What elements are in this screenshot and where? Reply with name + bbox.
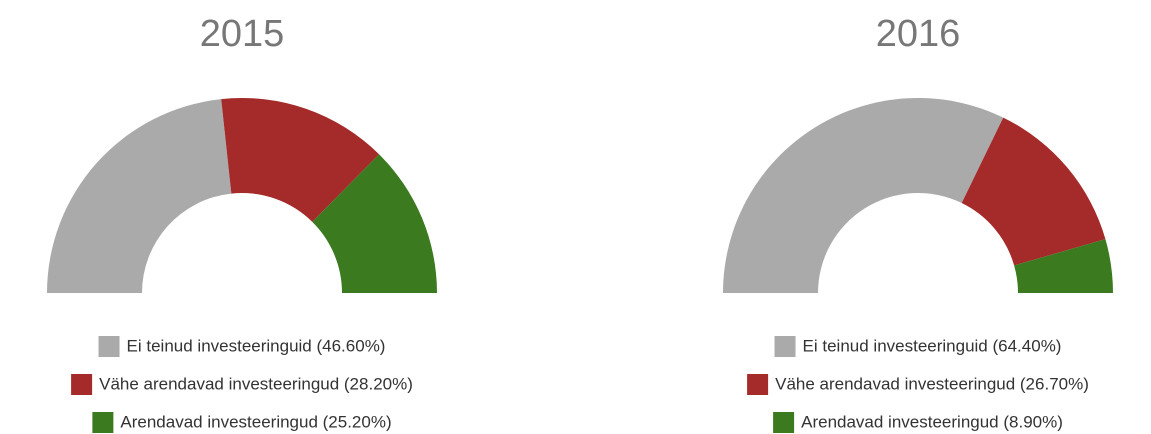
slice: [47, 99, 232, 293]
legend-swatch: [92, 412, 114, 433]
legend-swatch: [71, 374, 93, 395]
legend-label: Vähe arendavad investeeringud (28.20%): [99, 374, 413, 393]
slice: [961, 117, 1106, 266]
legend-label: Arendavad investeeringud (8.90%): [801, 412, 1063, 431]
legend-swatch: [773, 412, 795, 433]
legend-label: Ei teinud investeeringuid (46.60%): [127, 336, 386, 355]
legend-item: Arendavad investeeringud (8.90%): [773, 412, 1063, 433]
legend-item: Ei teinud investeeringuid (64.40%): [774, 336, 1062, 357]
legend-swatch: [98, 336, 120, 357]
slice: [723, 97, 1004, 293]
slice: [312, 154, 437, 293]
legend-label: Arendavad investeeringud (25.20%): [120, 412, 391, 431]
legend-label: Ei teinud investeeringuid (64.40%): [803, 336, 1062, 355]
chart-title: 2016: [876, 13, 961, 55]
legend-item: Arendavad investeeringud (25.20%): [92, 412, 392, 433]
legend-item: Vähe arendavad investeeringud (28.20%): [71, 374, 413, 395]
chart-title: 2015: [200, 13, 285, 55]
slice: [1014, 239, 1113, 293]
legend-label: Vähe arendavad investeeringud (26.70%): [775, 374, 1089, 393]
slice: [221, 98, 380, 222]
legend-item: Ei teinud investeeringuid (46.60%): [98, 336, 386, 357]
legend-item: Vähe arendavad investeeringud (26.70%): [747, 374, 1089, 395]
legend-swatch: [747, 374, 769, 395]
legend-swatch: [774, 336, 796, 357]
